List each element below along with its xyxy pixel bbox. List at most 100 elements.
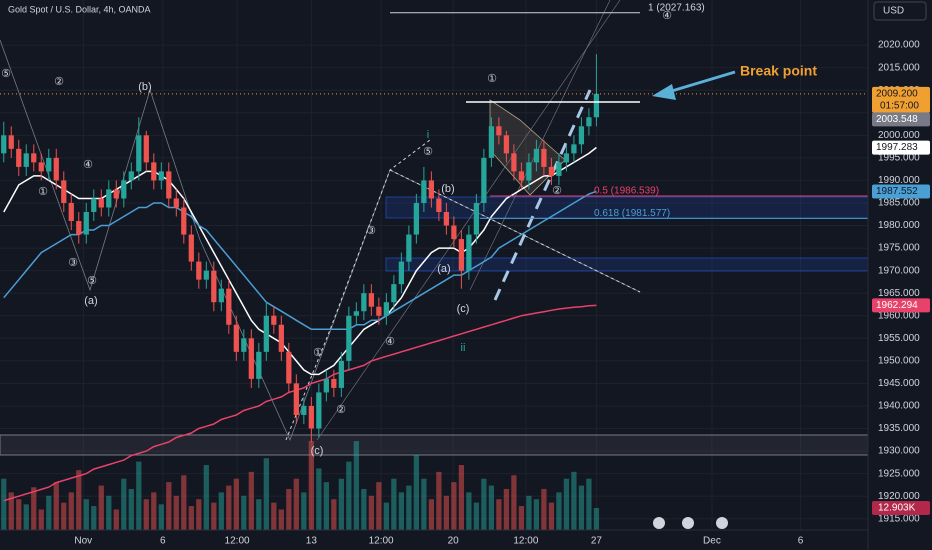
wave-label: ③ [68, 257, 78, 269]
candle-body [166, 171, 172, 199]
candle-body [16, 148, 22, 167]
candle-body [271, 315, 277, 325]
y-tick-label: 2015.000 [878, 62, 920, 73]
price-label-box [872, 184, 930, 199]
wave-label: (b) [138, 81, 151, 93]
y-tick-label: 1990.000 [878, 175, 920, 186]
candle-body [556, 162, 562, 176]
volume-bar [503, 488, 510, 530]
candle-body [578, 126, 585, 145]
candle-body [451, 225, 457, 240]
candle-body [301, 405, 307, 415]
x-tick-label: Nov [74, 536, 92, 547]
volume-bar [8, 492, 14, 530]
y-tick-label: 1975.000 [878, 243, 920, 254]
event-icon[interactable] [682, 517, 694, 529]
volume-bar [263, 458, 269, 530]
price-label: 1987.552 [876, 186, 918, 197]
candle-body [571, 144, 577, 154]
zone-box [0, 434, 869, 456]
y-tick-label: 1930.000 [878, 446, 920, 457]
candle-body [548, 166, 555, 176]
candle-body [226, 288, 232, 325]
currency-box[interactable] [873, 1, 927, 21]
volume-bar [428, 499, 434, 530]
candle-body [113, 189, 119, 199]
candle-body [143, 135, 149, 163]
candle-body [188, 234, 194, 262]
wave-label: i [427, 129, 429, 141]
trend-line [285, 139, 431, 441]
price-label: 2009.200 [876, 88, 918, 99]
volume-bar [278, 509, 284, 530]
volume-bar [578, 485, 585, 530]
volume-bar [421, 478, 427, 530]
volume-bar [233, 478, 239, 530]
volume-bar [188, 506, 194, 530]
volume-bar [338, 478, 344, 530]
y-tick-label: 1945.000 [878, 378, 920, 389]
volume-bar [541, 488, 547, 530]
x-tick-label: 12:00 [513, 536, 538, 547]
volume-bar [331, 499, 337, 530]
volume-bar [451, 482, 457, 530]
wave-label: ② [552, 185, 562, 197]
volume-bar [473, 502, 480, 530]
volume-bar [143, 499, 149, 530]
candles [1, 54, 600, 443]
moving-averages [3, 146, 597, 502]
candle-body [68, 202, 74, 222]
y-tick-label: 1925.000 [878, 468, 920, 479]
candle-body [76, 221, 82, 235]
volume-bar [496, 499, 502, 530]
volume-bar [481, 478, 487, 530]
event-icon[interactable] [716, 517, 728, 529]
volume-bar [556, 492, 562, 530]
volume-bar [68, 492, 74, 530]
volume-bar [308, 441, 314, 530]
candle-body [61, 180, 67, 203]
candle-body [511, 153, 517, 172]
candle-body [398, 261, 404, 285]
wave-label: (b) [441, 183, 454, 195]
x-tick-label: 6 [160, 536, 166, 547]
candle-body [383, 302, 389, 316]
volume-bar [593, 507, 600, 530]
y-tick-label: 1935.000 [878, 423, 920, 434]
volume-bar [166, 482, 172, 530]
volume-bar [571, 471, 577, 530]
currency: USD [883, 6, 904, 17]
candle-body [466, 234, 472, 271]
wave-label: ④ [662, 10, 672, 22]
y-tick-label: 1995.000 [878, 153, 920, 164]
event-icon[interactable] [653, 517, 665, 529]
volume-bar [83, 499, 89, 530]
volume-bar [353, 441, 359, 530]
candle-body [38, 162, 44, 172]
volume-bar [31, 487, 37, 530]
wave-label: ② [336, 404, 346, 416]
candle-body [1, 135, 7, 154]
arrow [664, 70, 736, 95]
volume-bar [16, 499, 22, 530]
wave-label: ⑤ [423, 146, 433, 158]
volume-bar [436, 471, 442, 530]
volume-bar [458, 465, 465, 530]
candle-body [241, 338, 247, 352]
volume-bar [136, 461, 142, 530]
volume-bar [151, 492, 157, 530]
candle-body [308, 405, 314, 429]
candle-body [23, 153, 29, 167]
volume-bar [76, 470, 82, 530]
candle-body [46, 157, 52, 172]
volume-bar [301, 492, 307, 530]
volume-bar [23, 504, 29, 530]
volume-bar [323, 482, 329, 530]
volume-bar [121, 478, 127, 530]
candle-body [316, 392, 322, 429]
volume-bar [271, 502, 277, 530]
wave-label: (c) [311, 445, 324, 457]
level-label: 0.618 (1981.577) [594, 208, 670, 219]
